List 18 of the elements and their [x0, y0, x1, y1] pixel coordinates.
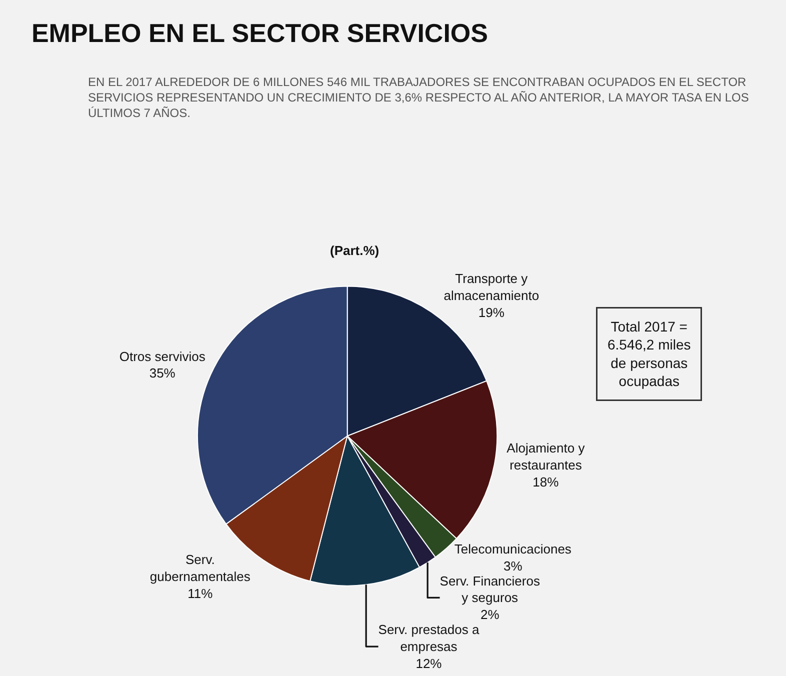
data-label: 12%: [416, 656, 442, 671]
slice-label: Telecomunicaciones: [454, 541, 572, 556]
data-label: 18%: [532, 474, 560, 490]
data-label: 19%: [478, 304, 505, 320]
data-label: 3%: [503, 558, 523, 574]
data-label: 11%: [188, 586, 214, 602]
data-label: 2%: [480, 607, 500, 622]
slice-label: Alojamiento y restaurantes: [506, 440, 586, 472]
chart-title: EMPLEO EN EL SECTOR SERVICIOS: [31, 18, 488, 48]
slice-label: Otros servivios: [119, 348, 206, 364]
text: Total 2017 = 6.546,2 miles de personas ocupadas: [608, 318, 691, 390]
slice-label: Serv. gubernamentales: [150, 552, 251, 584]
slice-label: Serv. Financieros y seguros: [440, 573, 540, 606]
slice-label: Transporte y almacenamiento: [444, 271, 540, 303]
slice-label: Serv. prestados a empresas: [378, 622, 480, 654]
data-label: 35%: [149, 366, 176, 381]
text: (Part.%): [330, 243, 380, 258]
chart-subtitle: EN EL 2017 ALREDEDOR DE 6 MILLONES 546 MIL TRABAJADORES SE ENCONTRABAN OCUPADOS EN EL SECTOR SERVICIOS REPRESENTANDO UN CRECIMIENTO DE 3,6% RESPECTO AL AÑO ANTERIOR, LA MAYOR TASA EN LOS ÚLTIMOS 7 AÑOS.: [88, 75, 749, 120]
